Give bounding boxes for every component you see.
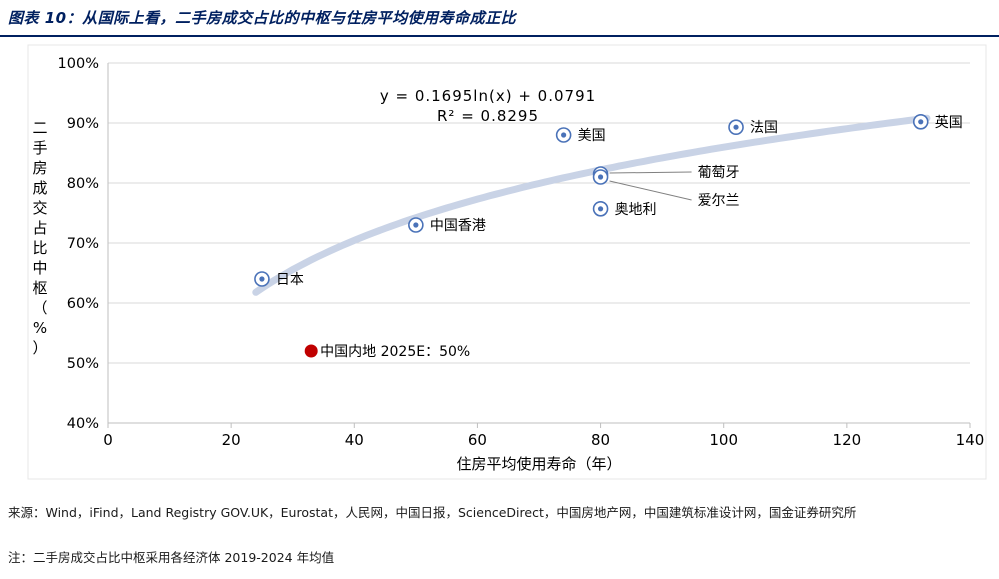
source-note: 来源：Wind，iFind，Land Registry GOV.UK，Euros… [8, 505, 857, 520]
y-tick-label: 70% [67, 236, 99, 252]
y-tick-label: 60% [67, 296, 99, 312]
x-tick-label: 60 [468, 431, 487, 449]
x-tick-label: 40 [345, 431, 364, 449]
y-tick-label: 100% [58, 56, 99, 72]
leader-line [609, 171, 692, 174]
point-label: 美国 [578, 128, 606, 144]
x-tick-label: 140 [956, 431, 985, 449]
data-point-core [733, 124, 739, 130]
x-tick-label: 0 [103, 431, 113, 449]
point-label: 英国 [935, 114, 963, 131]
point-label: 中国香港 [430, 218, 486, 234]
r-squared-text: R² = 0.8295 [437, 107, 539, 125]
x-tick-label: 80 [591, 431, 610, 449]
scatter-chart: 100% 90% 80% 70% 60% 50% 40%0 20 40 60 80 100 120 140… [27, 44, 987, 480]
method-note: 注：二手房成交占比中枢采用各经济体 2019-2024 年均值 [8, 550, 335, 565]
y-tick-label: 50% [67, 356, 99, 372]
x-tick-label: 20 [222, 431, 241, 449]
data-point-core [259, 276, 265, 282]
data-point-core [413, 222, 419, 228]
figure-header: 图表 10：从国际上看，二手房成交占比的中枢与住房平均使用寿命成正比 [0, 0, 999, 28]
point-label: 法国 [750, 120, 778, 136]
title-underline [0, 35, 999, 37]
trend-line [252, 114, 931, 296]
point-label: 爱尔兰 [698, 193, 740, 209]
highlight-point [304, 344, 318, 358]
y-tick-label: 80% [67, 176, 99, 192]
chart-border [27, 44, 987, 480]
point-label: 葡萄牙 [698, 165, 740, 181]
data-point-core [597, 206, 604, 212]
leader-line [609, 180, 692, 201]
x-axis-title: 住房平均使用寿命（年） [456, 455, 621, 473]
y-tick-label: 90% [67, 116, 99, 132]
x-tick-label: 100 [709, 431, 738, 449]
data-point-core [597, 174, 604, 180]
highlight-point-label: 中国内地 2025E：50% [320, 344, 470, 360]
figure-title: 图表 10：从国际上看，二手房成交占比的中枢与住房平均使用寿命成正比 [8, 9, 517, 27]
x-tick-label: 120 [833, 431, 862, 449]
y-axis-title: 二手房成交占比中枢（%） [32, 119, 47, 357]
data-point-core [918, 119, 924, 125]
point-label: 奥地利 [615, 201, 657, 218]
equation-text: y = 0.1695ln(x) + 0.0791 [380, 87, 596, 105]
point-label: 日本 [276, 272, 304, 288]
y-tick-label: 40% [67, 416, 99, 432]
figure-footer: 来源：Wind，iFind，Land Registry GOV.UK，Euros… [0, 502, 999, 566]
data-point-core [561, 132, 567, 138]
